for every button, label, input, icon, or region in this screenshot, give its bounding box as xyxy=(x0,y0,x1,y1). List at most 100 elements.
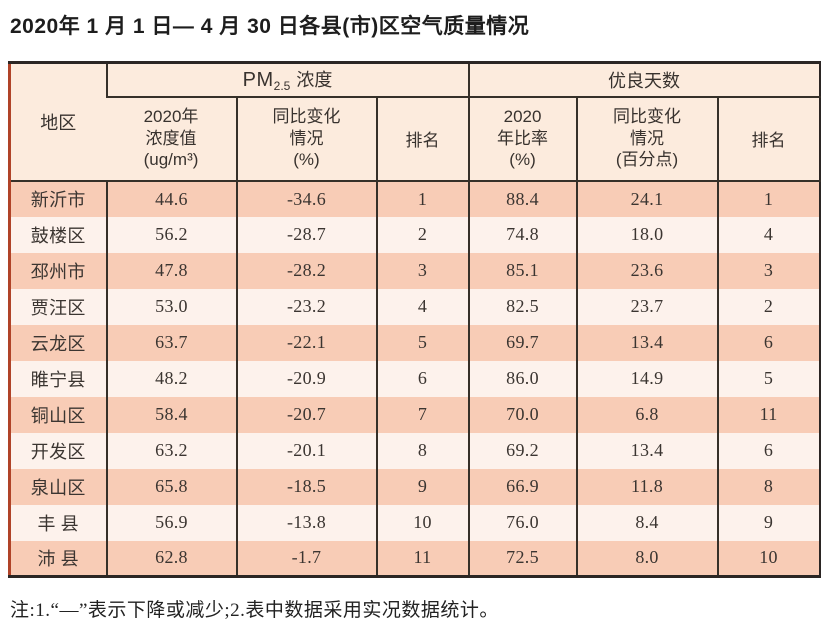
days-ratio-cell: 69.2 xyxy=(467,432,577,469)
days-ratio-cell: 66.9 xyxy=(467,468,577,505)
pm-rank-cell: 9 xyxy=(375,468,469,505)
days-change-cell: 23.7 xyxy=(575,288,718,325)
days-rank-cell: 8 xyxy=(716,468,820,505)
pm-rank-cell: 5 xyxy=(375,324,469,361)
table-row: 铜山区 58.4 -20.7 7 70.0 6.8 11 xyxy=(9,396,820,433)
pm-rank-cell: 3 xyxy=(375,252,469,289)
table-header: 地区 PM2.5 浓度 优良天数 2020年 浓度值 (ug/m³) 同比变化 情… xyxy=(9,62,820,182)
pm-change-cell: -20.9 xyxy=(235,360,377,397)
pm-rank-cell: 7 xyxy=(375,396,469,433)
days-rank-cell: 9 xyxy=(716,504,820,541)
pm25-label-subscript: 2.5 xyxy=(273,79,291,94)
pm-rank-cell: 8 xyxy=(375,432,469,469)
region-cell: 开发区 xyxy=(9,432,107,469)
pm-change-cell: -13.8 xyxy=(235,504,377,541)
region-cell: 丰 县 xyxy=(9,504,107,541)
column-header-days-ratio: 2020 年比率 (%) xyxy=(467,96,577,182)
table-row: 沛 县 62.8 -1.7 11 72.5 8.0 10 xyxy=(9,540,820,577)
pm-value-cell: 63.7 xyxy=(105,324,237,361)
pm-change-cell: -1.7 xyxy=(235,540,377,577)
pm-value-cell: 65.8 xyxy=(105,468,237,505)
region-cell: 鼓楼区 xyxy=(9,216,107,253)
days-ratio-cell: 86.0 xyxy=(467,360,577,397)
days-ratio-cell: 85.1 xyxy=(467,252,577,289)
pm-value-cell: 63.2 xyxy=(105,432,237,469)
table-row: 开发区 63.2 -20.1 8 69.2 13.4 6 xyxy=(9,432,820,469)
table-row: 邳州市 47.8 -28.2 3 85.1 23.6 3 xyxy=(9,252,820,289)
pm25-label-prefix: PM xyxy=(242,69,274,92)
pm-rank-cell: 2 xyxy=(375,216,469,253)
column-header-pm-value: 2020年 浓度值 (ug/m³) xyxy=(106,96,237,182)
pm-value-cell: 56.2 xyxy=(105,216,237,253)
column-header-region: 地区 xyxy=(9,62,107,182)
region-cell: 贾汪区 xyxy=(9,288,107,325)
days-change-cell: 8.4 xyxy=(575,504,718,541)
region-cell: 沛 县 xyxy=(9,540,107,577)
days-rank-cell: 11 xyxy=(716,396,820,433)
days-change-cell: 8.0 xyxy=(575,540,718,577)
region-cell: 邳州市 xyxy=(9,252,107,289)
days-ratio-cell: 72.5 xyxy=(467,540,577,577)
footnote: 注:1.“—”表示下降或减少;2.表中数据采用实况数据统计。 xyxy=(10,600,499,620)
days-rank-cell: 6 xyxy=(716,324,820,361)
days-rank-cell: 3 xyxy=(716,252,820,289)
pm-value-cell: 62.8 xyxy=(105,540,237,577)
pm-value-cell: 44.6 xyxy=(105,180,237,217)
air-quality-table: 地区 PM2.5 浓度 优良天数 2020年 浓度值 (ug/m³) 同比变化 情… xyxy=(8,61,821,578)
days-change-cell: 11.8 xyxy=(575,468,718,505)
pm-change-cell: -28.2 xyxy=(235,252,377,289)
page-title: 2020年 1 月 1 日— 4 月 30 日各县(市)区空气质量情况 xyxy=(10,15,530,38)
table-row: 泉山区 65.8 -18.5 9 66.9 11.8 8 xyxy=(9,468,820,505)
pm-change-cell: -22.1 xyxy=(235,324,377,361)
days-rank-cell: 1 xyxy=(716,180,820,217)
pm-rank-cell: 1 xyxy=(375,180,469,217)
pm-value-cell: 48.2 xyxy=(105,360,237,397)
pm-rank-cell: 10 xyxy=(375,504,469,541)
days-ratio-cell: 69.7 xyxy=(467,324,577,361)
days-rank-cell: 10 xyxy=(716,540,820,577)
pm-rank-cell: 11 xyxy=(375,540,469,577)
days-rank-cell: 4 xyxy=(716,216,820,253)
days-ratio-cell: 88.4 xyxy=(467,180,577,217)
days-rank-cell: 5 xyxy=(716,360,820,397)
pm-value-cell: 53.0 xyxy=(105,288,237,325)
days-ratio-cell: 70.0 xyxy=(467,396,577,433)
table-row: 新沂市 44.6 -34.6 1 88.4 24.1 1 xyxy=(9,180,820,217)
days-change-cell: 23.6 xyxy=(575,252,718,289)
group-header-good-days: 优良天数 xyxy=(467,62,820,98)
region-cell: 云龙区 xyxy=(9,324,107,361)
pm-change-cell: -18.5 xyxy=(235,468,377,505)
pm-change-cell: -23.2 xyxy=(235,288,377,325)
sub-header-row: 2020年 浓度值 (ug/m³) 同比变化 情况 (%) 排名 2020 年比… xyxy=(10,96,820,182)
column-header-pm-change: 同比变化 情况 (%) xyxy=(235,96,377,182)
column-header-days-change: 同比变化 情况 (百分点) xyxy=(575,96,718,182)
table-row: 丰 县 56.9 -13.8 10 76.0 8.4 9 xyxy=(9,504,820,541)
days-change-cell: 24.1 xyxy=(575,180,718,217)
days-change-cell: 13.4 xyxy=(575,432,718,469)
region-cell: 铜山区 xyxy=(9,396,107,433)
region-cell: 睢宁县 xyxy=(9,360,107,397)
days-change-cell: 6.8 xyxy=(575,396,718,433)
days-rank-cell: 6 xyxy=(716,432,820,469)
column-header-pm-rank: 排名 xyxy=(375,96,469,182)
days-ratio-cell: 76.0 xyxy=(467,504,577,541)
group-header-row: 地区 PM2.5 浓度 优良天数 xyxy=(9,62,820,182)
region-cell: 新沂市 xyxy=(9,180,107,217)
days-rank-cell: 2 xyxy=(716,288,820,325)
days-change-cell: 13.4 xyxy=(575,324,718,361)
group-header-pm25: PM2.5 浓度 xyxy=(105,62,469,98)
days-change-cell: 14.9 xyxy=(575,360,718,397)
pm-rank-cell: 6 xyxy=(375,360,469,397)
pm-rank-cell: 4 xyxy=(375,288,469,325)
table-row: 云龙区 63.7 -22.1 5 69.7 13.4 6 xyxy=(9,324,820,361)
pm-value-cell: 56.9 xyxy=(105,504,237,541)
table-body: 新沂市 44.6 -34.6 1 88.4 24.1 1 鼓楼区 56.2 -28.7 2 74.8 1… xyxy=(9,180,820,577)
table-row: 睢宁县 48.2 -20.9 6 86.0 14.9 5 xyxy=(9,360,820,397)
pm-value-cell: 47.8 xyxy=(105,252,237,289)
column-header-days-rank: 排名 xyxy=(716,96,820,182)
pm-change-cell: -34.6 xyxy=(235,180,377,217)
table-row: 鼓楼区 56.2 -28.7 2 74.8 18.0 4 xyxy=(9,216,820,253)
days-ratio-cell: 74.8 xyxy=(467,216,577,253)
pm-change-cell: -28.7 xyxy=(235,216,377,253)
